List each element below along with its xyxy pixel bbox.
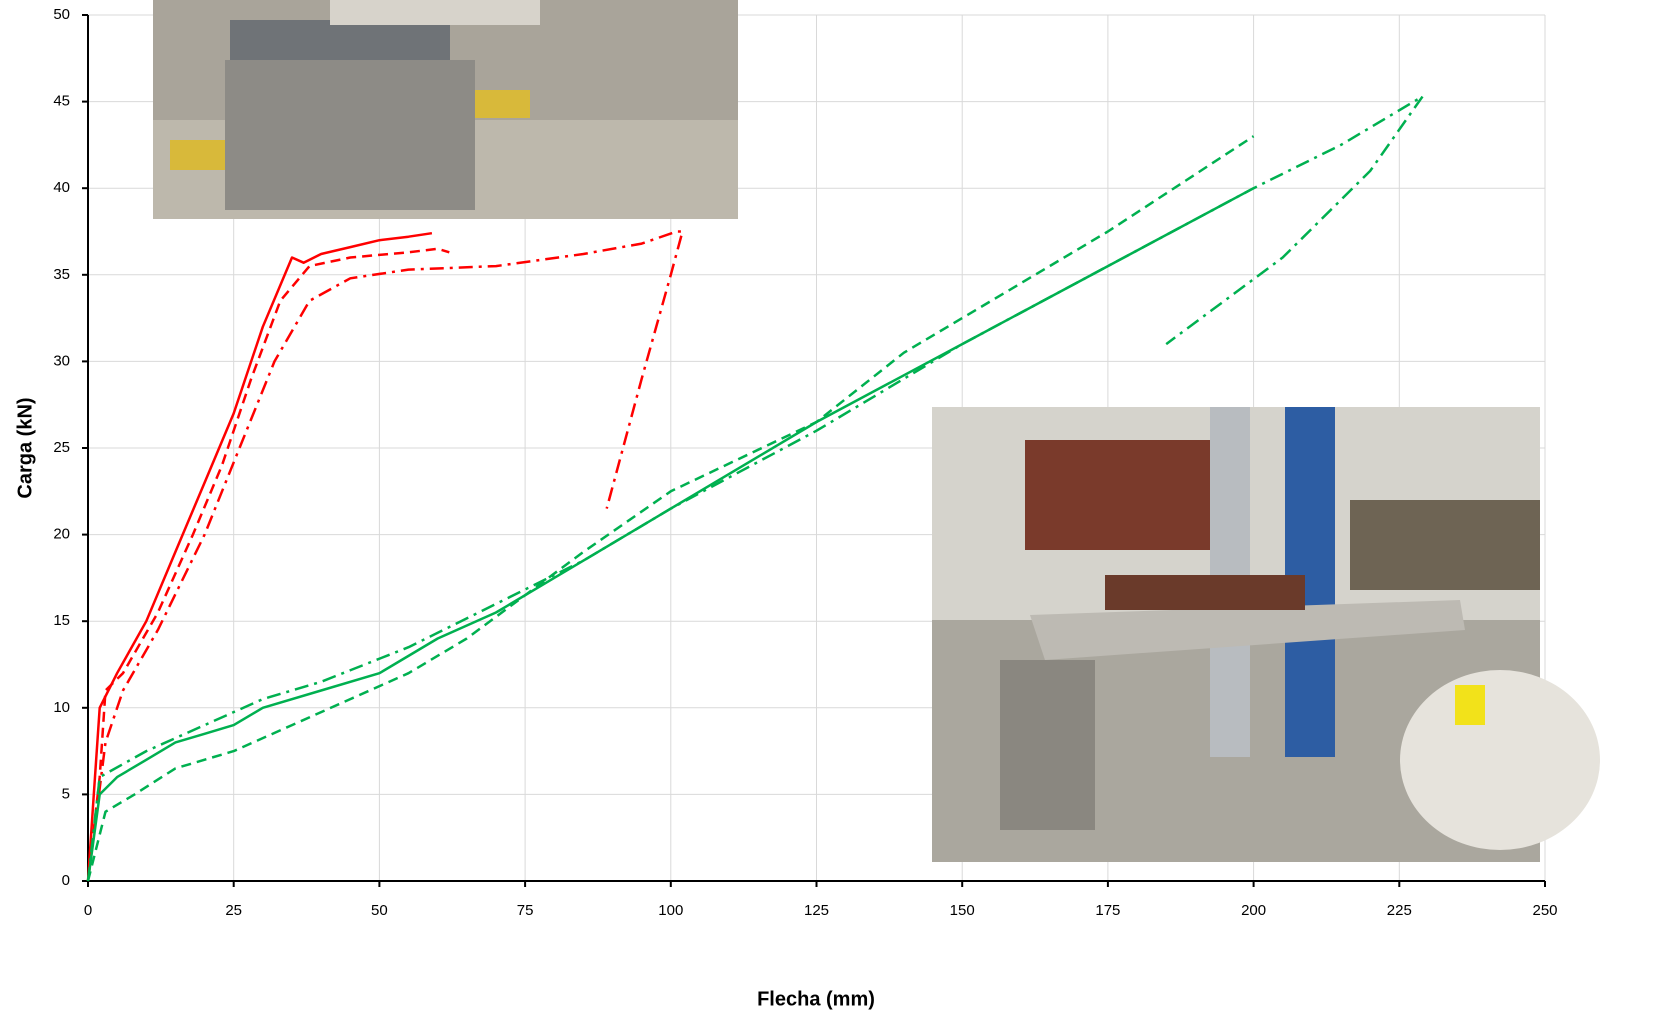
y-tick-label: 15 [53,612,70,629]
photos [153,0,1600,862]
y-tick-label: 35 [53,266,70,283]
y-tick-label: 40 [53,179,70,196]
series-line [86,135,1255,882]
x-tick-label: 125 [804,902,829,919]
photo-top [153,0,738,219]
y-axis-title: Carga (kN) [14,397,36,498]
y-tick-label: 10 [53,699,70,716]
x-tick-label: 75 [517,902,534,919]
y-tick-label: 50 [53,6,70,23]
series-line [86,247,450,882]
series-line [86,95,1424,882]
y-tick-label: 45 [53,93,70,110]
x-tick-label: 225 [1387,902,1412,919]
y-tick-label: 0 [62,872,70,889]
x-tick-label: 0 [84,902,92,919]
x-tick-label: 25 [225,902,242,919]
y-tick-label: 25 [53,439,70,456]
x-tick-label: 100 [658,902,683,919]
y-tick-label: 5 [62,785,70,802]
y-tick-label: 30 [53,352,70,369]
x-tick-label: 200 [1241,902,1266,919]
series-line [86,230,684,882]
x-tick-label: 150 [950,902,975,919]
x-tick-label: 175 [1095,902,1120,919]
x-tick-label: 50 [371,902,388,919]
y-tick-label: 20 [53,526,70,543]
x-tick-label: 250 [1532,902,1557,919]
photo-bottom [932,407,1600,862]
x-axis-title: Flecha (mm) [757,988,875,1010]
series-line [86,231,433,882]
